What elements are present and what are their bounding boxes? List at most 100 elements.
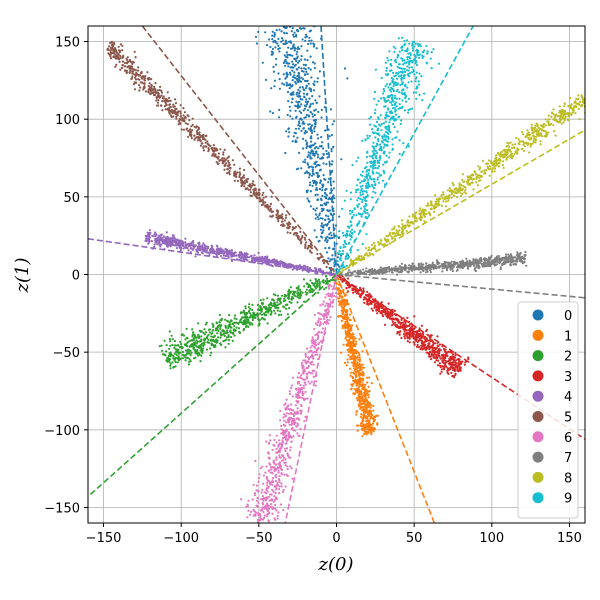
data-point: [215, 244, 218, 247]
data-point: [216, 332, 219, 335]
data-point: [198, 336, 201, 339]
data-point: [292, 33, 295, 36]
data-point: [184, 359, 187, 362]
data-point: [285, 42, 288, 45]
data-point: [119, 54, 122, 58]
data-point: [280, 424, 283, 427]
data-point: [325, 214, 328, 217]
data-point: [291, 93, 294, 96]
data-point: [291, 297, 294, 300]
data-point: [212, 325, 215, 328]
data-point: [159, 234, 162, 238]
data-point: [328, 260, 331, 263]
data-point: [304, 291, 307, 294]
data-point: [299, 292, 302, 295]
data-point: [274, 63, 278, 66]
data-point: [329, 295, 332, 298]
data-point: [240, 318, 243, 321]
data-point: [208, 251, 212, 254]
data-point: [275, 463, 278, 466]
data-point: [359, 296, 362, 299]
data-point: [318, 239, 321, 242]
data-point: [302, 27, 305, 30]
data-point: [322, 174, 325, 177]
data-point: [367, 298, 370, 301]
data-point: [319, 204, 322, 207]
data-point: [432, 341, 435, 344]
data-point: [348, 318, 351, 322]
data-point: [300, 405, 303, 408]
data-point: [166, 359, 169, 362]
data-point: [277, 511, 280, 514]
data-point: [307, 357, 311, 361]
data-point: [198, 352, 201, 355]
data-point: [258, 197, 261, 200]
data-point: [387, 313, 390, 317]
data-point: [253, 254, 256, 257]
data-point: [375, 414, 378, 417]
data-point: [312, 357, 315, 360]
data-point: [331, 305, 334, 308]
data-point: [349, 371, 353, 374]
data-point: [175, 348, 178, 351]
data-point: [305, 241, 308, 244]
data-point: [368, 409, 371, 412]
data-point: [290, 423, 293, 426]
data-point: [314, 209, 317, 212]
data-point: [172, 103, 175, 106]
data-point: [291, 27, 294, 30]
data-point: [297, 92, 301, 95]
data-point: [174, 365, 177, 368]
data-point: [249, 194, 252, 197]
data-point: [322, 300, 325, 303]
data-point: [128, 71, 131, 74]
data-point: [303, 58, 307, 61]
data-point: [316, 153, 320, 156]
data-point: [287, 224, 290, 227]
data-point: [360, 413, 363, 416]
data-point: [227, 256, 230, 259]
data-point: [405, 325, 408, 328]
data-point: [267, 520, 270, 523]
data-point: [360, 395, 363, 398]
data-point: [402, 317, 405, 320]
data-point: [432, 350, 435, 354]
data-point: [269, 505, 272, 508]
data-point: [341, 280, 344, 283]
data-point: [366, 411, 369, 414]
data-point: [359, 365, 362, 368]
data-point: [178, 246, 181, 249]
data-point: [301, 86, 304, 89]
data-point: [266, 260, 269, 263]
data-point: [298, 151, 301, 154]
data-point: [353, 351, 356, 354]
data-point: [292, 63, 295, 66]
data-point: [290, 30, 293, 33]
data-point: [419, 332, 422, 335]
data-point: [265, 465, 268, 468]
data-point: [403, 330, 406, 333]
data-point: [266, 481, 269, 484]
data-point: [268, 457, 271, 460]
data-point: [234, 329, 237, 332]
data-point: [273, 304, 276, 308]
data-point: [274, 491, 277, 495]
data-point: [332, 299, 335, 302]
data-point: [147, 240, 150, 243]
data-point: [302, 137, 305, 140]
data-point: [133, 73, 136, 76]
data-point: [299, 384, 302, 387]
data-point: [288, 71, 292, 74]
data-point: [175, 247, 178, 250]
data-point: [267, 451, 270, 454]
data-point: [276, 42, 279, 45]
data-point: [346, 277, 350, 280]
data-point: [246, 177, 250, 180]
data-point: [300, 76, 303, 79]
data-point: [340, 319, 344, 323]
data-point: [305, 103, 309, 106]
data-point: [275, 458, 278, 461]
data-point: [314, 384, 317, 387]
data-point: [232, 254, 235, 258]
data-point: [315, 171, 318, 174]
